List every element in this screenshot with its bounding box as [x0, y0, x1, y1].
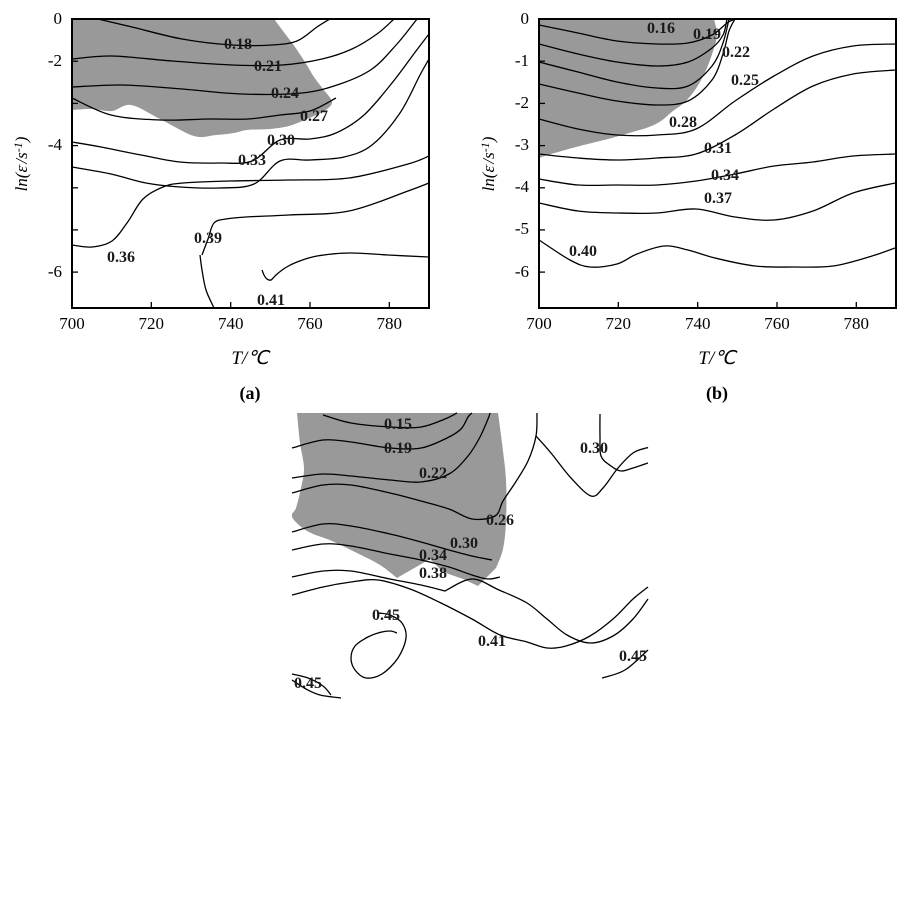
svg-text:0.45: 0.45	[619, 648, 647, 665]
svg-text:-4: -4	[48, 135, 63, 154]
svg-text:0.19: 0.19	[384, 440, 412, 457]
svg-text:0.19: 0.19	[693, 26, 721, 43]
svg-text:0.28: 0.28	[669, 114, 697, 131]
svg-text:-6: -6	[515, 262, 529, 281]
svg-text:740: 740	[685, 314, 711, 333]
svg-text:700: 700	[526, 314, 552, 333]
svg-text:780: 780	[377, 314, 403, 333]
svg-text:0.30: 0.30	[450, 535, 478, 552]
svg-text:780: 780	[844, 314, 870, 333]
svg-text:(b): (b)	[706, 383, 728, 404]
svg-text:-1: -1	[515, 51, 529, 70]
svg-text:760: 760	[764, 314, 790, 333]
svg-text:700: 700	[59, 314, 85, 333]
svg-text:0.37: 0.37	[704, 190, 732, 207]
svg-text:0.41: 0.41	[257, 292, 285, 309]
svg-text:-4: -4	[515, 177, 530, 196]
svg-text:720: 720	[606, 314, 632, 333]
svg-text:0.21: 0.21	[254, 58, 282, 75]
svg-text:0.30: 0.30	[267, 132, 295, 149]
svg-text:0.40: 0.40	[569, 243, 597, 260]
svg-text:0.25: 0.25	[731, 72, 759, 89]
svg-text:ln(ε./s-1): ln(ε./s-1)	[11, 136, 31, 191]
svg-text:T/℃: T/℃	[231, 348, 271, 369]
svg-text:-3: -3	[515, 135, 529, 154]
svg-text:0.41: 0.41	[478, 633, 506, 650]
svg-text:ln(ε./s-1): ln(ε./s-1)	[478, 136, 498, 191]
svg-text:740: 740	[218, 314, 244, 333]
svg-text:(a): (a)	[240, 383, 261, 404]
svg-text:0.22: 0.22	[722, 44, 750, 61]
svg-text:0.45: 0.45	[372, 607, 400, 624]
svg-text:0: 0	[54, 9, 63, 28]
svg-text:720: 720	[139, 314, 165, 333]
svg-text:0: 0	[521, 9, 530, 28]
svg-text:0.30: 0.30	[580, 440, 608, 457]
svg-text:-6: -6	[48, 262, 62, 281]
svg-text:0.34: 0.34	[419, 547, 447, 564]
svg-text:0.15: 0.15	[384, 416, 412, 433]
svg-text:T/℃: T/℃	[698, 348, 738, 369]
svg-text:0.31: 0.31	[704, 140, 732, 157]
svg-text:0.27: 0.27	[300, 108, 328, 125]
svg-text:0.18: 0.18	[224, 36, 252, 53]
svg-text:0.36: 0.36	[107, 249, 135, 266]
svg-text:760: 760	[297, 314, 323, 333]
svg-text:0.26: 0.26	[486, 512, 514, 529]
svg-text:0.24: 0.24	[271, 85, 299, 102]
svg-text:0.16: 0.16	[647, 20, 675, 37]
svg-text:-2: -2	[515, 93, 529, 112]
svg-text:0.39: 0.39	[194, 230, 222, 247]
svg-text:0.33: 0.33	[238, 152, 266, 169]
svg-text:-5: -5	[515, 219, 529, 238]
svg-text:0.34: 0.34	[711, 167, 739, 184]
svg-text:0.22: 0.22	[419, 465, 447, 482]
svg-text:-2: -2	[48, 51, 62, 70]
svg-text:0.38: 0.38	[419, 565, 447, 582]
svg-text:0.45: 0.45	[294, 675, 322, 692]
